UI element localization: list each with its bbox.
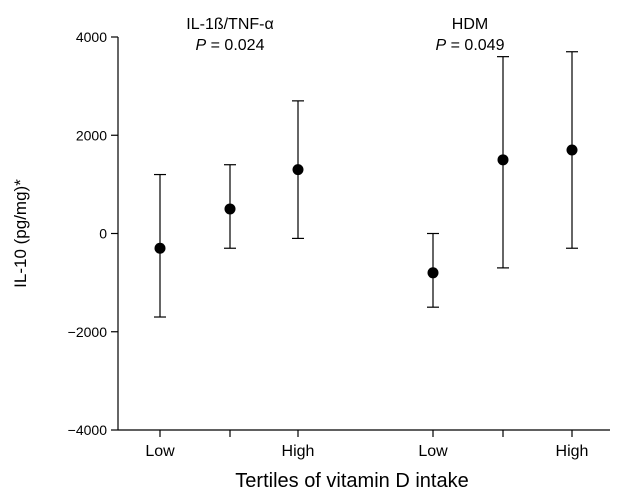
y-ticks: −4000 −2000 0 2000 4000 <box>68 29 118 438</box>
data-point <box>427 267 439 279</box>
x-tick-label: High <box>556 443 589 460</box>
data-point-group <box>292 100 304 240</box>
data-point-group <box>427 232 439 308</box>
p-value: = 0.049 <box>446 37 504 54</box>
data-point-group <box>154 173 166 318</box>
y-tick-label: 4000 <box>76 29 107 45</box>
y-tick-label: 0 <box>99 226 107 242</box>
p-symbol: P <box>196 37 207 54</box>
group-2: HDM P = 0.049 <box>427 16 578 308</box>
group-label: IL-1ß/TNF-α <box>186 16 273 33</box>
data-point <box>154 242 166 254</box>
data-groups: IL-1ß/TNF-α P = 0.024 HDM P = 0.049 <box>154 16 578 318</box>
y-tick-label: 2000 <box>76 127 107 143</box>
data-point-group <box>224 164 236 249</box>
data-point <box>566 144 578 156</box>
data-point-group <box>566 51 578 249</box>
x-tick-label: High <box>282 443 315 460</box>
group-1: IL-1ß/TNF-α P = 0.024 <box>154 16 304 318</box>
y-tick-label: −4000 <box>68 422 108 438</box>
p-value-annotation: P = 0.024 <box>196 37 265 54</box>
data-point <box>497 154 509 166</box>
y-axis-label: IL-10 (pg/mg)* <box>11 179 30 288</box>
x-axis-label: Tertiles of vitamin D intake <box>235 470 468 492</box>
x-tick-label: Low <box>418 443 448 460</box>
p-value-annotation: P = 0.049 <box>436 37 505 54</box>
data-point <box>224 203 236 215</box>
p-value: = 0.024 <box>206 37 264 54</box>
group-label: HDM <box>452 16 488 33</box>
x-tick-label: Low <box>145 443 175 460</box>
data-point <box>292 164 304 176</box>
axes <box>117 37 610 431</box>
y-tick-label: −2000 <box>68 324 108 340</box>
x-ticks: Low High Low High <box>145 430 588 460</box>
p-symbol: P <box>436 37 447 54</box>
data-point-group <box>497 56 509 269</box>
